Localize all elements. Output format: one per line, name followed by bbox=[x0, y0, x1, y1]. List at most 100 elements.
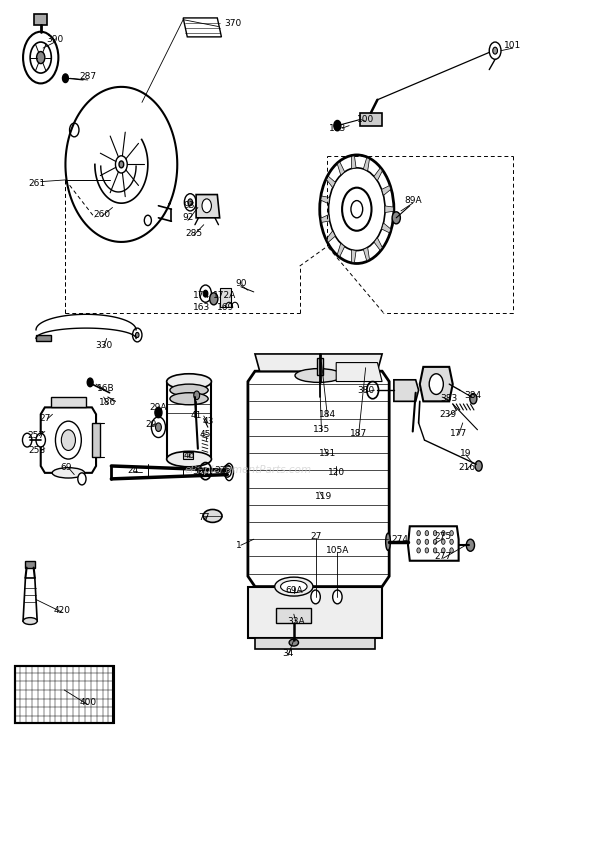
Text: 260: 260 bbox=[93, 210, 110, 219]
Circle shape bbox=[36, 433, 45, 447]
Text: 135: 135 bbox=[313, 425, 330, 434]
Circle shape bbox=[450, 548, 453, 553]
Polygon shape bbox=[360, 113, 382, 127]
Circle shape bbox=[209, 293, 218, 305]
Text: 239: 239 bbox=[440, 410, 457, 419]
Text: 330: 330 bbox=[95, 341, 112, 350]
Circle shape bbox=[116, 156, 127, 173]
Ellipse shape bbox=[23, 618, 37, 625]
Text: 172A: 172A bbox=[213, 291, 236, 299]
Circle shape bbox=[334, 121, 341, 131]
Text: 274: 274 bbox=[391, 535, 408, 544]
Polygon shape bbox=[408, 526, 458, 561]
Polygon shape bbox=[196, 194, 219, 217]
Circle shape bbox=[203, 290, 208, 297]
Circle shape bbox=[450, 531, 453, 536]
Text: 285: 285 bbox=[185, 229, 202, 238]
Circle shape bbox=[311, 590, 320, 604]
Polygon shape bbox=[374, 168, 382, 180]
Ellipse shape bbox=[170, 384, 208, 396]
Bar bbox=[182, 452, 193, 459]
Text: 105A: 105A bbox=[326, 546, 349, 555]
Text: 370: 370 bbox=[225, 20, 242, 28]
Text: 120: 120 bbox=[327, 469, 345, 477]
Polygon shape bbox=[15, 666, 114, 722]
Text: 29: 29 bbox=[145, 420, 156, 429]
Bar bbox=[220, 288, 231, 307]
Text: 169: 169 bbox=[217, 303, 234, 312]
Polygon shape bbox=[36, 335, 51, 341]
Text: 77: 77 bbox=[198, 513, 209, 522]
Ellipse shape bbox=[203, 509, 222, 522]
Polygon shape bbox=[248, 587, 382, 639]
Circle shape bbox=[63, 74, 68, 83]
Circle shape bbox=[351, 200, 363, 217]
Text: 131: 131 bbox=[319, 449, 336, 457]
Text: 29A: 29A bbox=[150, 403, 167, 412]
Polygon shape bbox=[394, 380, 419, 401]
Circle shape bbox=[433, 531, 437, 536]
Circle shape bbox=[433, 539, 437, 545]
Text: 101: 101 bbox=[504, 41, 522, 50]
Text: 325: 325 bbox=[215, 466, 232, 475]
Circle shape bbox=[417, 539, 420, 545]
Circle shape bbox=[87, 378, 93, 387]
Circle shape bbox=[417, 531, 420, 536]
Polygon shape bbox=[276, 608, 312, 623]
Polygon shape bbox=[326, 230, 335, 243]
Polygon shape bbox=[363, 158, 369, 171]
Circle shape bbox=[417, 548, 420, 553]
Text: 174: 174 bbox=[194, 291, 211, 299]
Polygon shape bbox=[183, 18, 221, 37]
Text: 69A: 69A bbox=[285, 586, 303, 595]
Polygon shape bbox=[363, 248, 369, 261]
Text: 258: 258 bbox=[29, 446, 46, 455]
Text: 100: 100 bbox=[357, 115, 374, 124]
Ellipse shape bbox=[289, 639, 299, 646]
Circle shape bbox=[441, 539, 445, 545]
Text: 27: 27 bbox=[310, 532, 322, 541]
Text: 103: 103 bbox=[329, 123, 346, 133]
Ellipse shape bbox=[275, 577, 313, 596]
Text: 45: 45 bbox=[200, 431, 211, 439]
Circle shape bbox=[203, 468, 208, 475]
Circle shape bbox=[333, 590, 342, 604]
Polygon shape bbox=[337, 243, 345, 256]
Text: 89A: 89A bbox=[404, 196, 421, 205]
Polygon shape bbox=[352, 250, 356, 262]
Text: 33A: 33A bbox=[287, 616, 305, 626]
Text: 187: 187 bbox=[350, 429, 367, 438]
Polygon shape bbox=[336, 362, 382, 381]
Text: 163: 163 bbox=[194, 303, 211, 312]
Circle shape bbox=[466, 539, 474, 551]
Circle shape bbox=[37, 52, 45, 64]
Text: 90: 90 bbox=[235, 279, 247, 287]
Ellipse shape bbox=[170, 393, 208, 405]
Text: 257: 257 bbox=[28, 432, 45, 440]
Circle shape bbox=[433, 548, 437, 553]
Circle shape bbox=[392, 211, 401, 224]
Text: 277: 277 bbox=[435, 552, 452, 561]
Ellipse shape bbox=[295, 369, 342, 382]
Circle shape bbox=[136, 332, 139, 337]
Ellipse shape bbox=[52, 468, 84, 478]
Text: 93: 93 bbox=[183, 201, 195, 211]
Circle shape bbox=[188, 198, 192, 205]
Text: 177: 177 bbox=[450, 429, 467, 438]
Text: 420: 420 bbox=[54, 606, 71, 615]
Polygon shape bbox=[382, 223, 391, 233]
Text: 380: 380 bbox=[357, 386, 374, 394]
Text: 30: 30 bbox=[192, 468, 204, 476]
Circle shape bbox=[425, 531, 428, 536]
Polygon shape bbox=[337, 162, 345, 175]
Text: 383: 383 bbox=[441, 394, 458, 403]
Circle shape bbox=[493, 47, 497, 54]
Text: 400: 400 bbox=[79, 698, 96, 708]
Polygon shape bbox=[352, 156, 356, 168]
Text: 92: 92 bbox=[182, 213, 194, 223]
Polygon shape bbox=[255, 354, 382, 371]
Circle shape bbox=[475, 461, 482, 471]
Polygon shape bbox=[23, 578, 37, 621]
Text: 46: 46 bbox=[183, 451, 195, 460]
Text: 19: 19 bbox=[460, 449, 471, 457]
